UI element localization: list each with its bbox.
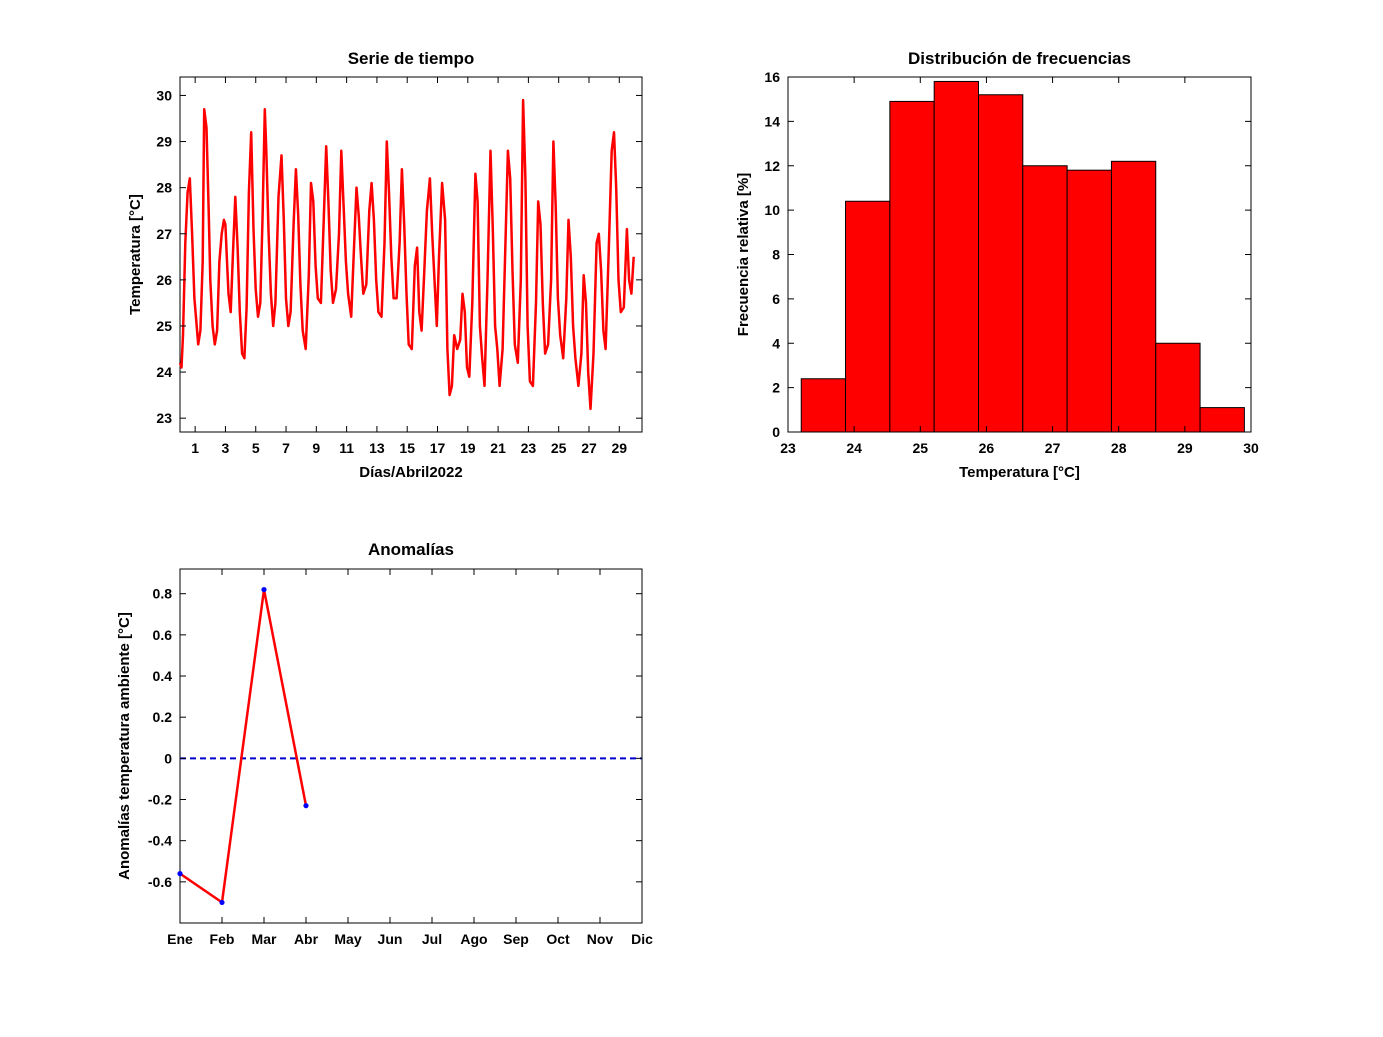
anomalies-ylabel: Anomalías temperatura ambiente [°C]	[116, 612, 133, 880]
histogram-bar	[845, 200, 891, 433]
timeseries-xtick-label: 29	[611, 440, 627, 456]
timeseries-title: Serie de tiempo	[348, 49, 475, 68]
anomalies-xtick-label: May	[334, 931, 361, 947]
anomalies-xtick-label: Ago	[460, 931, 487, 947]
histogram-ytick-label: 2	[772, 380, 780, 396]
histogram-bar	[977, 94, 1024, 433]
histogram-ytick-label: 10	[764, 202, 780, 218]
histogram-xtick-label: 30	[1243, 440, 1259, 456]
histogram-ytick-label: 0	[772, 424, 780, 440]
timeseries-xtick-label: 5	[252, 440, 260, 456]
histogram-ytick-label: 16	[764, 69, 780, 85]
anomalies-ytick-label: 0.2	[153, 709, 173, 725]
anomalies-xtick-label: Ene	[167, 931, 193, 947]
anomalies-ytick-label: 0	[164, 750, 172, 766]
histogram-xtick-label: 26	[979, 440, 995, 456]
anomalies-frame	[179, 568, 643, 924]
histogram-bar	[1199, 407, 1245, 433]
timeseries-ytick-label: 29	[156, 134, 172, 150]
histogram-xtick-label: 29	[1177, 440, 1193, 456]
anomalies-ytick-label: -0.2	[148, 792, 172, 808]
histogram-bar	[1066, 169, 1112, 433]
timeseries-xtick-label: 7	[282, 440, 290, 456]
timeseries-ytick-label: 25	[156, 318, 172, 334]
anomalies-point	[177, 871, 183, 877]
anomalies-point	[219, 899, 225, 906]
timeseries-ytick-label: 24	[156, 364, 172, 380]
timeseries-xtick-label: 17	[430, 440, 446, 456]
anomalies-xtick-label: Jun	[378, 931, 403, 947]
histogram-ytick-label: 12	[764, 158, 780, 174]
timeseries-ytick-label: 23	[156, 410, 172, 426]
anomalies-xtick-label: Jul	[422, 931, 442, 947]
anomalies-xtick-label: Mar	[252, 931, 277, 947]
timeseries-ytick-label: 26	[156, 272, 172, 288]
histogram-chart: 23 24 25 26 27 28 29 300246810121416Distribució…	[735, 49, 1259, 481]
histogram-bar	[1022, 165, 1068, 433]
anomalies-xtick-label: Sep	[503, 931, 529, 947]
histogram-xtick-label: 27	[1045, 440, 1061, 456]
histogram-title: Distribución de frecuencias	[908, 49, 1131, 68]
anomalies-title: Anomalías	[368, 540, 454, 559]
timeseries-xtick-label: 15	[399, 440, 415, 456]
histogram-ytick-label: 4	[772, 335, 780, 351]
anomalies-xtick-label: Dic	[631, 931, 653, 947]
timeseries-xtick-label: 19	[460, 440, 476, 456]
timeseries-ylabel: Temperatura [°C]	[127, 194, 144, 315]
histogram-bar	[1155, 342, 1201, 433]
histogram-ytick-label: 14	[764, 113, 780, 129]
anomalies-ytick-label: 0.8	[153, 586, 173, 602]
timeseries-xtick-label: 13	[369, 440, 385, 456]
timeseries-xtick-label: 3	[222, 440, 230, 456]
anomalies-ytick-label: 0.6	[153, 627, 173, 643]
histogram-ytick-label: 8	[772, 247, 780, 263]
timeseries-chart: 1 3 5 7 9 11 13 15 17 19 21 23 25 27 29232425262728293…	[127, 49, 643, 481]
timeseries-xtick-label: 23	[521, 440, 537, 456]
timeseries-ytick-label: 27	[156, 226, 172, 242]
timeseries-xtick-label: 11	[339, 440, 354, 456]
timeseries-xtick-label: 27	[581, 440, 597, 456]
histogram-bar	[800, 378, 847, 433]
timeseries-xtick-label: 9	[312, 440, 320, 456]
timeseries-xtick-label: 1	[191, 440, 199, 456]
histogram-bar	[889, 100, 935, 433]
timeseries-xlabel: Días/Abril2022	[359, 464, 462, 481]
histogram-ylabel: Frecuencia relativa [%]	[735, 173, 752, 336]
anomalies-point	[303, 803, 309, 809]
anomalies-xtick-label: Abr	[294, 931, 319, 947]
histogram-xtick-label: 28	[1111, 440, 1127, 456]
anomalies-point	[261, 586, 267, 593]
histogram-bar	[1110, 160, 1157, 433]
anomalies-xtick-label: Oct	[546, 931, 570, 947]
timeseries-frame	[179, 76, 643, 433]
timeseries-ytick-label: 28	[156, 180, 172, 196]
anomalies-series-line	[179, 588, 308, 904]
timeseries-xtick-label: 21	[490, 440, 506, 456]
anomalies-ytick-label: -0.4	[148, 833, 172, 849]
histogram-xtick-label: 25	[912, 440, 928, 456]
histogram-xlabel: Temperatura [°C]	[959, 464, 1080, 481]
timeseries-ytick-label: 30	[156, 87, 172, 103]
timeseries-series-line	[178, 98, 635, 411]
histogram-bar	[933, 80, 979, 433]
histogram-xtick-label: 24	[846, 440, 862, 456]
histogram-ytick-label: 6	[772, 291, 780, 307]
anomalies-xtick-label: Nov	[587, 931, 614, 947]
histogram-xtick-label: 23	[780, 440, 796, 456]
anomalies-xtick-label: Feb	[210, 931, 235, 947]
anomalies-ytick-label: -0.6	[148, 874, 172, 890]
anomalies-chart: Ene Feb Mar Abr May Jun Jul Ago Sep Oct Nov Dic -0.6…	[116, 540, 653, 947]
anomalies-ytick-label: 0.4	[153, 668, 173, 684]
timeseries-xtick-label: 25	[551, 440, 567, 456]
